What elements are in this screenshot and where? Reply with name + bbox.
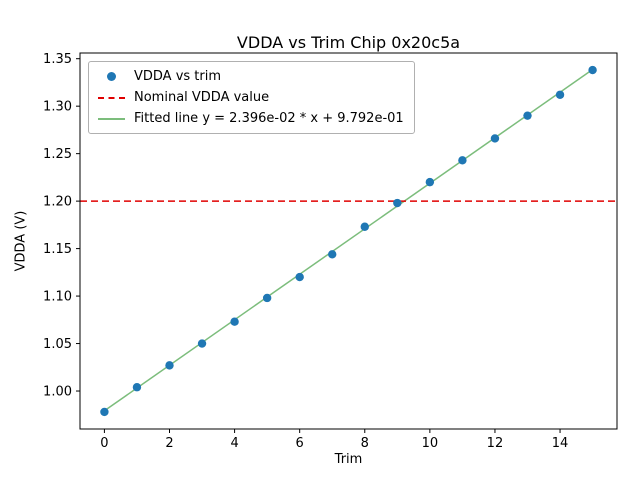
dashed-line-icon bbox=[98, 96, 125, 99]
x-axis-tick-label: 4 bbox=[230, 436, 238, 451]
y-axis-tick-label: 1.30 bbox=[43, 100, 72, 115]
x-axis-tick-label: 2 bbox=[165, 436, 173, 451]
chart-title: VDDA vs Trim Chip 0x20c5a bbox=[236, 33, 461, 52]
y-axis-tick-label: 1.35 bbox=[43, 52, 72, 67]
fitted-line bbox=[103, 68, 594, 412]
scatter-point bbox=[197, 339, 207, 348]
scatter-point bbox=[262, 293, 272, 303]
legend-label: Nominal VDDA value bbox=[134, 90, 270, 105]
legend-solid-marker-icon bbox=[98, 117, 125, 120]
scatter-point bbox=[523, 111, 532, 120]
y-axis-tick-label: 1.00 bbox=[43, 385, 72, 400]
y-axis-tick-label: 1.15 bbox=[43, 242, 72, 257]
solid-line-icon bbox=[98, 117, 125, 120]
x-axis-label: Trim bbox=[334, 452, 363, 467]
scatter-point bbox=[100, 407, 109, 417]
scatter-point bbox=[555, 90, 565, 99]
x-axis-tick-label: 12 bbox=[487, 436, 504, 451]
scatter-dot-icon bbox=[107, 72, 116, 81]
legend-item-vdda-vs-trim: VDDA vs trim bbox=[98, 69, 404, 84]
legend: VDDA vs trim Nominal VDDA value Fitted l… bbox=[88, 61, 415, 134]
axes-frame bbox=[79, 52, 618, 430]
legend-item-nominal-vdda: Nominal VDDA value bbox=[98, 90, 404, 105]
scatter-point bbox=[230, 317, 239, 326]
legend-scatter-marker-icon bbox=[98, 72, 125, 81]
x-axis-tick-label: 10 bbox=[422, 436, 439, 451]
scatter-point bbox=[360, 222, 369, 231]
scatter-point bbox=[458, 156, 467, 165]
scatter-point bbox=[490, 134, 500, 143]
legend-label: VDDA vs trim bbox=[134, 69, 222, 84]
legend-item-fitted-line: Fitted line y = 2.396e-02 * x + 9.792e-0… bbox=[98, 111, 404, 126]
scatter-point bbox=[165, 361, 174, 370]
y-axis-tick-label: 1.05 bbox=[43, 337, 72, 352]
y-axis-tick-label: 1.10 bbox=[43, 290, 72, 305]
y-axis-label: VDDA (V) bbox=[13, 210, 29, 272]
legend-label: Fitted line y = 2.396e-02 * x + 9.792e-0… bbox=[134, 111, 404, 126]
x-axis-tick-label: 8 bbox=[361, 436, 369, 451]
scatter-point bbox=[295, 272, 304, 282]
scatter-point bbox=[588, 65, 597, 75]
scatter-point bbox=[425, 177, 435, 187]
y-axis-tick-label: 1.25 bbox=[43, 147, 72, 162]
scatter-point bbox=[328, 250, 337, 259]
x-axis-tick-label: 0 bbox=[100, 436, 108, 451]
legend-dashed-marker-icon bbox=[98, 96, 125, 99]
x-axis-tick-label: 6 bbox=[296, 436, 304, 451]
scatter-point bbox=[132, 383, 142, 392]
y-axis-tick-label: 1.20 bbox=[43, 195, 72, 210]
scatter-point bbox=[393, 198, 402, 208]
x-axis-tick-label: 14 bbox=[552, 436, 569, 451]
